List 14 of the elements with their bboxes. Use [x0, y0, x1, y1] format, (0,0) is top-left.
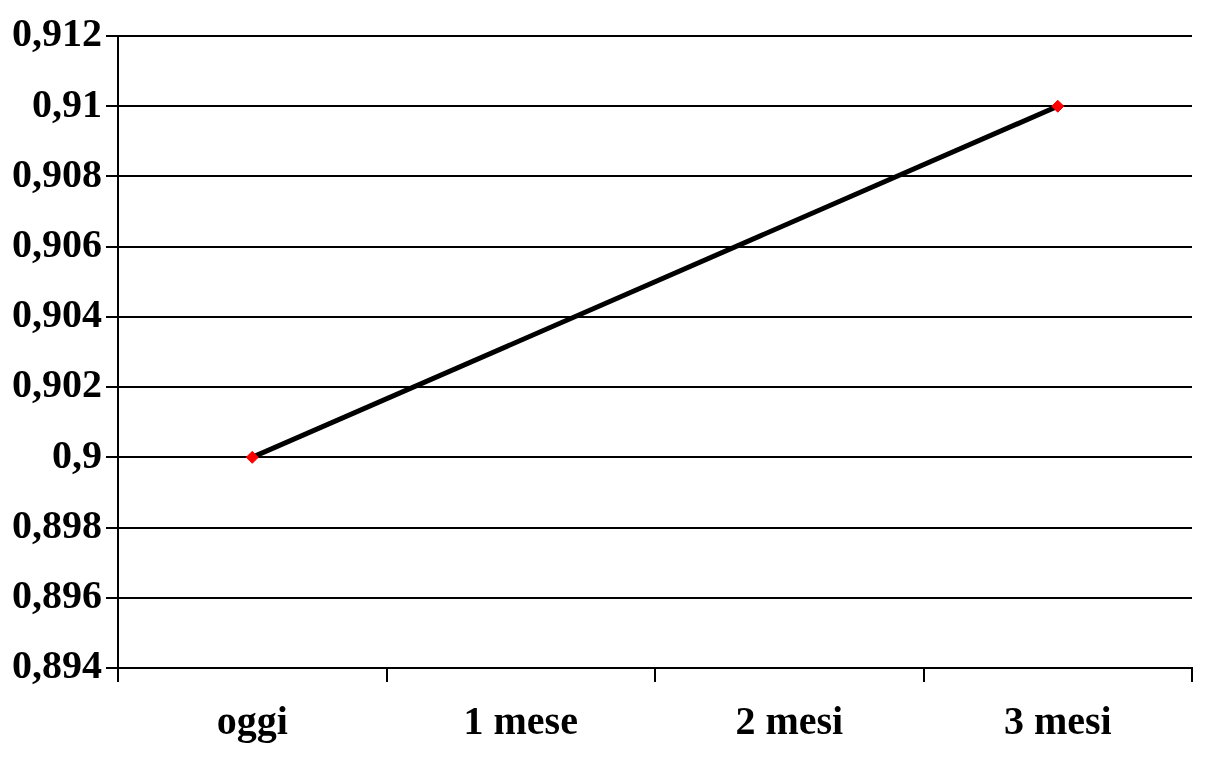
y-tick-label: 0,906 — [12, 220, 102, 266]
x-tick-label: 1 mese — [463, 698, 578, 744]
y-tick-label: 0,908 — [12, 150, 102, 196]
x-tick-label: 3 mesi — [1003, 698, 1112, 744]
x-tick-label: 2 mesi — [735, 698, 844, 744]
y-tick-label: 0,896 — [12, 572, 102, 618]
y-tick-label: 0,904 — [12, 291, 102, 337]
y-tick-label: 0,898 — [12, 501, 102, 547]
y-tick-label: 0,912 — [12, 10, 102, 56]
y-tick-label: 0,894 — [12, 642, 102, 688]
x-tick-label: oggi — [216, 698, 288, 744]
y-tick-label: 0,91 — [32, 80, 102, 126]
y-tick-label: 0,9 — [52, 431, 102, 477]
y-tick-label: 0,902 — [12, 361, 102, 407]
